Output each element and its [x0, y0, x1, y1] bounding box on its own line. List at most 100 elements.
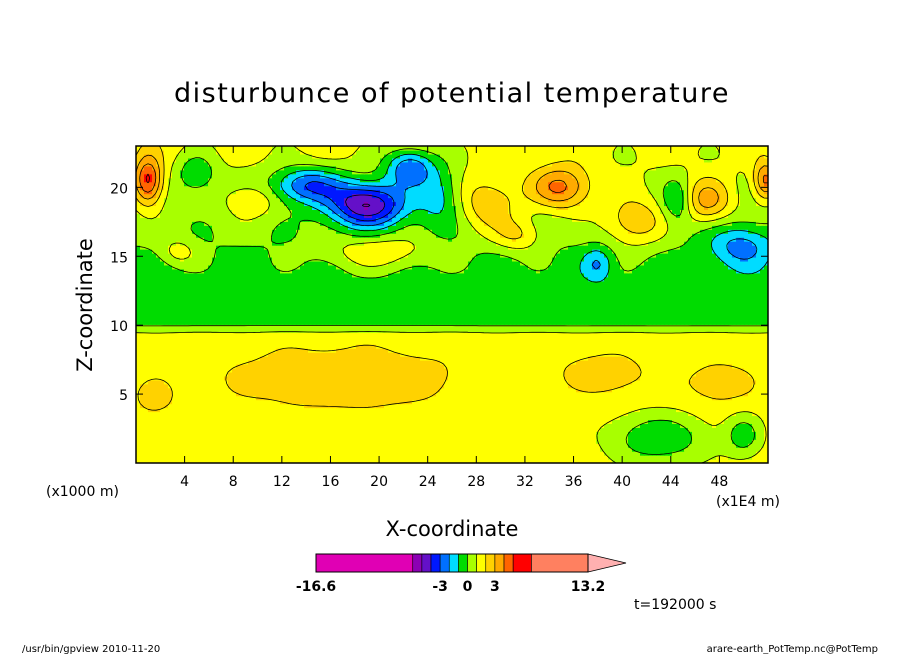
heatmap-cell [492, 423, 497, 428]
heatmap-cell [740, 371, 745, 377]
heatmap-cell [656, 415, 661, 421]
heatmap-cell [424, 431, 429, 436]
heatmap-cell [652, 427, 657, 432]
heatmap-cell [568, 371, 573, 377]
heatmap-cell [176, 383, 181, 389]
heatmap-cell [284, 359, 289, 365]
heatmap-cell [692, 391, 697, 397]
heatmap-cell [432, 379, 437, 385]
heatmap-cell [428, 371, 433, 377]
heatmap-cell [224, 383, 229, 389]
heatmap-cell [308, 359, 313, 365]
heatmap-cell [628, 435, 633, 440]
heatmap-cell [740, 419, 745, 424]
heatmap-cell [684, 383, 689, 389]
heatmap-cell [344, 348, 349, 353]
heatmap-cell [228, 356, 233, 361]
heatmap-cell [328, 423, 333, 428]
heatmap-cell [284, 371, 289, 377]
heatmap-cell [764, 367, 768, 373]
heatmap-cell [584, 387, 589, 393]
heatmap-cell [688, 451, 693, 456]
heatmap-cell [480, 348, 485, 353]
heatmap-cell [672, 340, 677, 345]
heatmap-cell [740, 399, 745, 405]
heatmap-cell [200, 359, 205, 365]
heatmap-cell [376, 415, 381, 421]
heatmap-cell [268, 359, 273, 365]
heatmap-cell [320, 435, 325, 440]
heatmap-cell [172, 336, 177, 341]
heatmap-cell [240, 423, 245, 428]
heatmap-cell [320, 427, 325, 432]
heatmap-cell [484, 359, 489, 365]
heatmap-cell [208, 363, 213, 369]
heatmap-cell [516, 359, 521, 365]
heatmap-cell [292, 352, 297, 357]
heatmap-cell [224, 423, 229, 428]
heatmap-cell [476, 455, 481, 460]
heatmap-cell [340, 395, 345, 401]
heatmap-cell [448, 419, 453, 424]
heatmap-cell [656, 348, 661, 353]
heatmap-cell [692, 415, 697, 421]
heatmap-cell [420, 395, 425, 401]
heatmap-cell [660, 356, 665, 361]
heatmap-cell [580, 439, 585, 444]
heatmap-cell [392, 403, 397, 409]
heatmap-cell [748, 352, 753, 357]
heatmap-cell [628, 439, 633, 444]
heatmap-cell [764, 451, 768, 456]
heatmap-cell [536, 435, 541, 440]
heatmap-cell [316, 340, 321, 345]
heatmap-cell [648, 395, 653, 401]
heatmap-cell [484, 391, 489, 397]
heatmap-cell [712, 415, 717, 421]
heatmap-cell [344, 395, 349, 401]
heatmap-cell [292, 399, 297, 405]
heatmap-cell [704, 427, 709, 432]
heatmap-cell [236, 371, 241, 377]
heatmap-cell [760, 411, 765, 417]
heatmap-cell [136, 431, 141, 436]
heatmap-cell [540, 439, 545, 444]
heatmap-cell [332, 379, 337, 385]
heatmap-cell [136, 411, 141, 417]
heatmap-cell [360, 395, 365, 401]
heatmap-cell [592, 403, 597, 409]
heatmap-cell [680, 459, 685, 463]
heatmap-cell [176, 387, 181, 393]
heatmap-cell [696, 383, 701, 389]
heatmap-cell [728, 451, 733, 456]
heatmap-cell [552, 455, 557, 460]
heatmap-cell [392, 427, 397, 432]
heatmap-cell [400, 348, 405, 353]
heatmap-cell [624, 363, 629, 369]
heatmap-cell [536, 383, 541, 389]
heatmap-cell [296, 395, 301, 401]
heatmap-cell [480, 391, 485, 397]
heatmap-cell [544, 399, 549, 405]
heatmap-cell [268, 443, 273, 448]
heatmap-cell [296, 348, 301, 353]
heatmap-cell [216, 387, 221, 393]
heatmap-cell [672, 435, 677, 440]
heatmap-cell [688, 447, 693, 452]
heatmap-cell [644, 395, 649, 401]
heatmap-cell [708, 340, 713, 345]
heatmap-cell [148, 352, 153, 357]
heatmap-cell [472, 399, 477, 405]
heatmap-cell [588, 423, 593, 428]
heatmap-cell [436, 340, 441, 345]
heatmap-cell [436, 371, 441, 377]
heatmap-cell [700, 403, 705, 409]
heatmap-cell [472, 356, 477, 361]
heatmap-cell [312, 443, 317, 448]
heatmap-cell [508, 340, 513, 345]
heatmap-cell [392, 387, 397, 393]
heatmap-cell [156, 340, 161, 345]
heatmap-cell [724, 348, 729, 353]
heatmap-cell [264, 356, 269, 361]
heatmap-cell [732, 419, 737, 424]
heatmap-cell [640, 379, 645, 385]
